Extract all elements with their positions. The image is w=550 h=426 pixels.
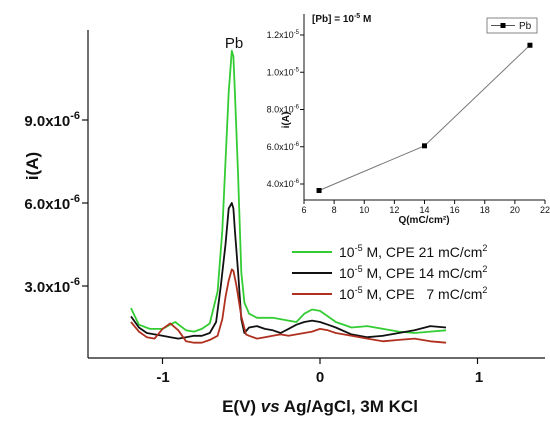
legend-entry: 10-5 M, CPE 7 mC/cm2 (292, 285, 487, 302)
series-line-3 (130, 268, 447, 344)
main-legend: 10-5 M, CPE 21 mC/cm2 10-5 M, CPE 14 mC/… (292, 243, 487, 302)
series-line-2 (130, 202, 447, 340)
main-chart: -1 0 1 3.0x10-6 6.0x10-6 9.0x10-6 i(A) E… (23, 30, 545, 416)
legend-label: 10-5 M, CPE 14 mC/cm2 (339, 264, 487, 281)
legend-entry: 10-5 M, CPE 14 mC/cm2 (292, 264, 487, 281)
inset-x-tick-label: 10 (359, 205, 369, 215)
inset-y-tick-label: 8.0x10-6 (267, 105, 300, 115)
main-x-tick-label: 1 (475, 369, 483, 386)
inset-y-tick-label: 6.0x10-6 (267, 142, 300, 152)
inset-chart: 6 8 10 12 14 16 18 20 22 4.0x10-6 6.0x10-6 8.0x10-6… (267, 8, 550, 226)
main-x-tick-label: -1 (156, 369, 169, 386)
legend-label: 10-5 M, CPE 21 mC/cm2 (339, 243, 487, 260)
inset-x-tick-label: 8 (332, 205, 337, 215)
inset-legend-label: Pb (519, 21, 532, 32)
main-y-tick-label: 3.0x10-6 (24, 276, 80, 296)
inset-x-tick-label: 14 (419, 205, 429, 215)
inset-x-tick-label: 12 (389, 205, 399, 215)
inset-y-axis-title: i(A) (281, 112, 292, 129)
inset-y-tick-label: 1.2x10-5 (267, 30, 300, 40)
inset-x-tick-label: 22 (540, 205, 550, 215)
main-y-tick-label: 6.0x10-6 (24, 193, 80, 213)
inset-x-tick-label: 6 (301, 205, 306, 215)
inset-x-tick-label: 16 (450, 205, 460, 215)
legend-label: 10-5 M, CPE 7 mC/cm2 (339, 285, 487, 302)
series-line-1 (130, 49, 447, 334)
legend-entry: 10-5 M, CPE 21 mC/cm2 (292, 243, 487, 260)
main-x-axis-title: E(V) vs Ag/AgCl, 3M KCl (222, 397, 418, 416)
inset-y-tick-label: 4.0x10-6 (267, 179, 300, 189)
inset-plot-area: 6 8 10 12 14 16 18 20 22 4.0x10-6 6.0x10-6 8.0x10-6… (267, 30, 550, 215)
inset-legend-marker (500, 23, 506, 28)
inset-title: [Pb] = 10-5 M (312, 13, 371, 25)
inset-frame (283, 8, 545, 193)
inset-data-point (422, 143, 427, 149)
main-x-tick-label: 0 (316, 369, 324, 386)
main-y-tick-label: 9.0x10-6 (24, 110, 80, 130)
inset-y-tick-label: 1.0x10-5 (267, 67, 300, 77)
inset-x-axis-title: Q(mC/cm²) (398, 215, 449, 226)
inset-data-point (316, 188, 322, 194)
inset-data-point (527, 42, 533, 48)
main-plot-area (82, 49, 479, 364)
inset-x-tick-label: 18 (480, 205, 490, 215)
main-y-axis-title: i(A) (23, 152, 42, 180)
inset-x-tick-label: 20 (510, 205, 520, 215)
peak-annotation: Pb (225, 35, 243, 52)
inset-legend: Pb (486, 17, 538, 34)
